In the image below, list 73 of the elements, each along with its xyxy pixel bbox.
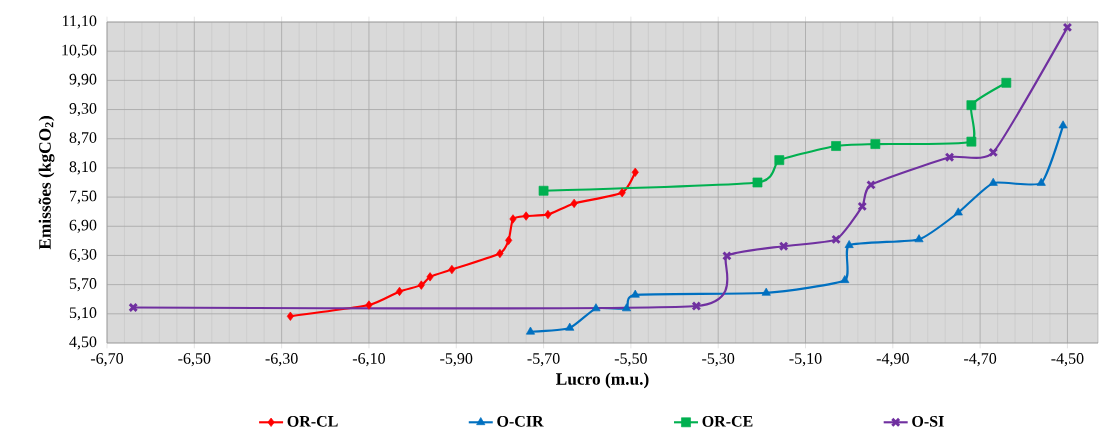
point [426, 272, 434, 282]
point [761, 287, 771, 296]
point [622, 303, 632, 312]
point [544, 209, 552, 220]
point [1036, 177, 1046, 186]
point [966, 100, 977, 111]
y-tick-label: 9,90 [69, 73, 97, 87]
point [752, 177, 763, 188]
point [953, 207, 963, 216]
point [365, 300, 373, 310]
legend-label: OR-CE [702, 415, 753, 427]
x-tick-label: -6,70 [90, 353, 124, 367]
point [988, 177, 998, 186]
x-tick-label: -5,50 [614, 353, 647, 367]
y-tick-label: 9,30 [69, 102, 97, 117]
point [831, 234, 841, 245]
point [844, 240, 854, 248]
point [857, 201, 868, 212]
x-axis-title: Lucro (m.u.) [556, 372, 649, 389]
y-axis-title: Emissões (kgCO$_{2}$) [38, 116, 55, 250]
point [722, 251, 732, 261]
point [286, 311, 294, 321]
point [630, 289, 640, 298]
y-tick-label: 11,10 [62, 15, 97, 29]
point [870, 139, 881, 149]
y-tick-label: 8,70 [69, 132, 97, 146]
x-tick-label: -5,30 [702, 353, 735, 367]
point [448, 264, 456, 275]
x-tick-label: -6,50 [178, 353, 211, 367]
point [565, 322, 575, 331]
x-tick-label: -6,10 [352, 353, 385, 367]
point [831, 141, 841, 151]
point [866, 180, 876, 190]
y-tick-label: 4,50 [69, 336, 97, 350]
y-tick-label: 6,30 [69, 248, 97, 262]
point [691, 301, 702, 311]
point [631, 167, 639, 177]
point [988, 147, 999, 158]
point [1001, 77, 1012, 88]
point [840, 275, 850, 283]
x-tick-label: -5,10 [789, 353, 822, 367]
y-tick-label: 5,10 [69, 307, 97, 321]
point [914, 234, 924, 243]
y-tick-label: 6,90 [69, 219, 97, 233]
point [966, 136, 977, 147]
x-tick-label: -6,30 [265, 353, 298, 367]
point [778, 241, 789, 252]
y-tick-label: 7,50 [70, 190, 97, 204]
point [417, 280, 425, 290]
point [570, 198, 578, 209]
point [395, 286, 404, 297]
point [944, 152, 955, 163]
point [522, 211, 530, 221]
point [496, 248, 504, 259]
point [591, 303, 601, 312]
x-tick-label: -5,70 [527, 353, 560, 367]
y-tick-label: 5,70 [69, 278, 97, 292]
point [538, 185, 549, 196]
point [1058, 120, 1068, 129]
y-tick-label: 10,50 [62, 44, 97, 58]
x-tick-label: -4,70 [964, 353, 997, 367]
point [505, 235, 513, 245]
point [509, 214, 517, 224]
legend-label: O-CIR [497, 415, 544, 427]
point [618, 188, 626, 198]
x-tick-label: -5,90 [440, 353, 473, 367]
x-tick-label: -4,90 [876, 353, 909, 367]
point [525, 326, 535, 335]
x-tick-label: -4,50 [1051, 353, 1084, 367]
legend-label: OR-CL [287, 415, 338, 427]
y-tick-label: 8,10 [69, 161, 97, 175]
legend-label: O-SI [912, 415, 944, 427]
point [774, 155, 785, 165]
